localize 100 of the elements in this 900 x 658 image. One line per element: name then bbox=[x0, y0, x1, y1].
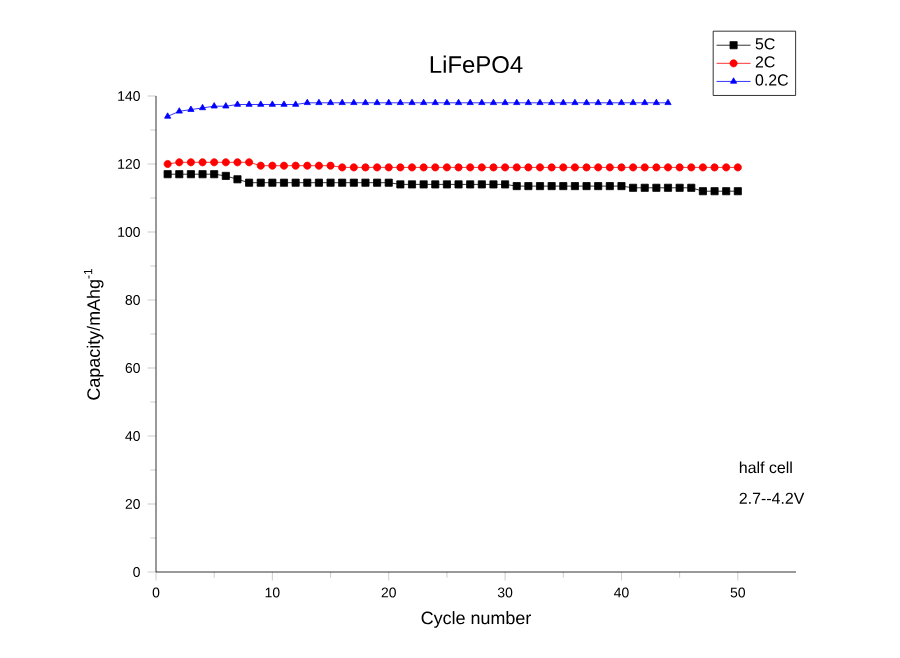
point bbox=[629, 183, 638, 192]
point bbox=[687, 163, 696, 172]
point bbox=[233, 158, 242, 167]
point bbox=[210, 102, 218, 109]
point bbox=[652, 98, 660, 105]
point bbox=[698, 163, 707, 172]
point bbox=[373, 98, 381, 105]
point bbox=[419, 180, 428, 189]
point bbox=[256, 178, 265, 187]
point bbox=[466, 163, 475, 172]
point bbox=[687, 183, 696, 192]
point bbox=[233, 100, 241, 107]
point bbox=[477, 163, 486, 172]
point bbox=[594, 98, 602, 105]
point bbox=[501, 163, 510, 172]
point bbox=[442, 163, 451, 172]
point bbox=[187, 105, 195, 112]
point bbox=[547, 163, 556, 172]
point bbox=[198, 158, 207, 167]
x-axis-title: Cycle number bbox=[421, 611, 531, 628]
point bbox=[338, 178, 347, 187]
point bbox=[361, 178, 370, 187]
point bbox=[524, 182, 533, 191]
point bbox=[431, 180, 440, 189]
point bbox=[466, 98, 474, 105]
point bbox=[524, 98, 532, 105]
point bbox=[548, 98, 556, 105]
point bbox=[536, 163, 544, 172]
point bbox=[396, 98, 404, 105]
point bbox=[489, 163, 498, 172]
point bbox=[605, 163, 614, 172]
point bbox=[291, 161, 300, 170]
point bbox=[675, 163, 684, 172]
point bbox=[512, 163, 521, 172]
point bbox=[582, 182, 591, 191]
point bbox=[733, 187, 742, 196]
y-axis-title: Capacity/mAhg$^{-1}$ bbox=[83, 268, 104, 400]
point bbox=[210, 158, 219, 167]
point bbox=[373, 163, 382, 172]
point bbox=[256, 161, 265, 170]
point bbox=[582, 163, 591, 172]
point bbox=[327, 98, 335, 105]
chart-title: LiFePO4 bbox=[430, 55, 523, 73]
point bbox=[210, 170, 219, 179]
point bbox=[641, 98, 649, 105]
point bbox=[164, 112, 172, 119]
point bbox=[419, 163, 428, 172]
point bbox=[268, 161, 277, 170]
point bbox=[199, 103, 207, 111]
point bbox=[606, 98, 614, 105]
point bbox=[617, 182, 626, 191]
point bbox=[175, 170, 184, 179]
point bbox=[384, 178, 393, 187]
point bbox=[454, 180, 463, 189]
point bbox=[455, 98, 463, 105]
point bbox=[326, 178, 335, 187]
point bbox=[664, 183, 672, 192]
point bbox=[350, 98, 358, 105]
point bbox=[198, 170, 207, 179]
point bbox=[466, 180, 475, 189]
point bbox=[454, 163, 463, 172]
point bbox=[385, 98, 393, 105]
point bbox=[524, 163, 533, 172]
point bbox=[175, 158, 184, 167]
point bbox=[547, 182, 556, 191]
point bbox=[314, 178, 323, 187]
point bbox=[512, 182, 521, 191]
point bbox=[559, 182, 568, 191]
point bbox=[629, 98, 637, 105]
point bbox=[280, 161, 288, 170]
point bbox=[408, 98, 416, 105]
point bbox=[710, 163, 719, 172]
point bbox=[280, 178, 288, 187]
point bbox=[513, 98, 521, 105]
point bbox=[710, 187, 719, 196]
point bbox=[245, 158, 254, 167]
point bbox=[163, 170, 172, 179]
point bbox=[583, 98, 591, 105]
point bbox=[629, 163, 638, 172]
point bbox=[501, 98, 509, 105]
point bbox=[431, 163, 440, 172]
point bbox=[605, 182, 614, 191]
point bbox=[291, 178, 300, 187]
point bbox=[536, 98, 544, 105]
point bbox=[664, 98, 672, 105]
point bbox=[349, 163, 358, 172]
point bbox=[280, 100, 288, 107]
point bbox=[571, 98, 579, 105]
point bbox=[221, 171, 230, 180]
point bbox=[652, 163, 661, 172]
point bbox=[175, 107, 183, 114]
point bbox=[326, 161, 335, 170]
point bbox=[222, 102, 230, 109]
point bbox=[477, 180, 486, 189]
point bbox=[292, 100, 300, 107]
point bbox=[186, 170, 195, 179]
point bbox=[303, 178, 312, 187]
point bbox=[268, 178, 277, 187]
point bbox=[722, 187, 731, 196]
point bbox=[338, 163, 347, 172]
